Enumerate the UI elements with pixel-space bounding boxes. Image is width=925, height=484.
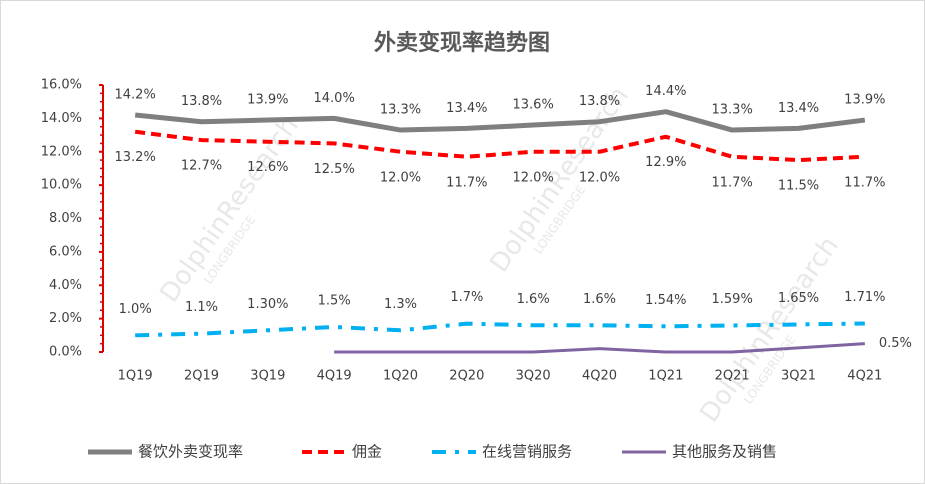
data-label: 1.6% (517, 292, 550, 307)
data-label: 13.3% (712, 103, 753, 118)
y-tick-label: 0.0% (49, 345, 82, 360)
y-tick-label: 8.0% (49, 211, 82, 226)
y-tick-label: 2.0% (49, 311, 82, 326)
data-label: 13.2% (115, 150, 156, 165)
data-label: 14.2% (115, 88, 156, 103)
y-tick-label: 12.0% (41, 144, 82, 159)
x-tick-label: 4Q19 (317, 369, 352, 384)
x-tick-label: 1Q20 (383, 369, 418, 384)
y-tick-label: 6.0% (49, 244, 82, 259)
data-label: 11.5% (778, 179, 819, 194)
data-label: 13.8% (181, 94, 222, 109)
data-label: 13.4% (778, 101, 819, 116)
data-label: 12.0% (579, 170, 620, 185)
data-label: 12.0% (380, 170, 421, 185)
data-label: 12.5% (314, 162, 355, 177)
x-tick-label: 1Q19 (118, 369, 153, 384)
data-label: 14.0% (314, 91, 355, 106)
data-label: 11.7% (712, 175, 753, 190)
data-label: 1.0% (119, 302, 152, 317)
x-tick-label: 3Q21 (781, 369, 816, 384)
legend-label: 餐饮外卖变现率 (138, 443, 243, 461)
x-tick-label: 2Q19 (184, 369, 219, 384)
data-label: 1.59% (712, 292, 753, 307)
data-label: 1.65% (778, 291, 819, 306)
data-label: 1.30% (247, 297, 288, 312)
y-tick-label: 16.0% (41, 78, 82, 93)
data-label: 12.9% (645, 155, 686, 170)
y-tick-label: 4.0% (49, 278, 82, 293)
data-label: 1.5% (318, 293, 351, 308)
data-label: 13.4% (446, 101, 487, 116)
data-label: 1.71% (844, 290, 885, 305)
x-tick-label: 3Q20 (516, 369, 551, 384)
legend-label: 在线营销服务 (482, 443, 572, 461)
series-line (134, 129, 865, 163)
data-label: 13.9% (844, 93, 885, 108)
x-tick-label: 3Q19 (250, 369, 285, 384)
data-label: 1.7% (450, 290, 483, 305)
legend-label: 其他服务及销售 (672, 443, 777, 461)
data-label: 1.3% (384, 297, 417, 312)
x-tick-label: 2Q20 (449, 369, 484, 384)
data-label: 11.7% (446, 175, 487, 190)
data-label: 0.5% (879, 336, 912, 351)
x-tick-label: 4Q20 (582, 369, 617, 384)
y-tick-label: 14.0% (41, 111, 82, 126)
series-line (134, 109, 866, 133)
x-tick-label: 4Q21 (847, 369, 882, 384)
data-label: 14.4% (645, 84, 686, 99)
data-label: 11.7% (844, 175, 885, 190)
x-tick-label: 1Q21 (648, 369, 683, 384)
x-tick-label: 2Q21 (715, 369, 750, 384)
data-label: 1.6% (583, 292, 616, 307)
y-tick-label: 10.0% (41, 178, 82, 193)
data-label: 1.54% (645, 293, 686, 308)
series-line (135, 321, 865, 338)
data-label: 13.9% (247, 93, 288, 108)
data-label: 13.8% (579, 94, 620, 109)
data-label: 12.7% (181, 159, 222, 174)
data-label: 13.6% (513, 98, 554, 113)
legend-label: 佣金 (352, 443, 382, 461)
data-label: 1.1% (185, 300, 218, 315)
chart-title: 外卖变现率趋势图 (374, 30, 550, 56)
data-label: 12.6% (247, 160, 288, 175)
series-line (334, 342, 865, 354)
data-label: 12.0% (513, 170, 554, 185)
data-label: 13.3% (380, 103, 421, 118)
